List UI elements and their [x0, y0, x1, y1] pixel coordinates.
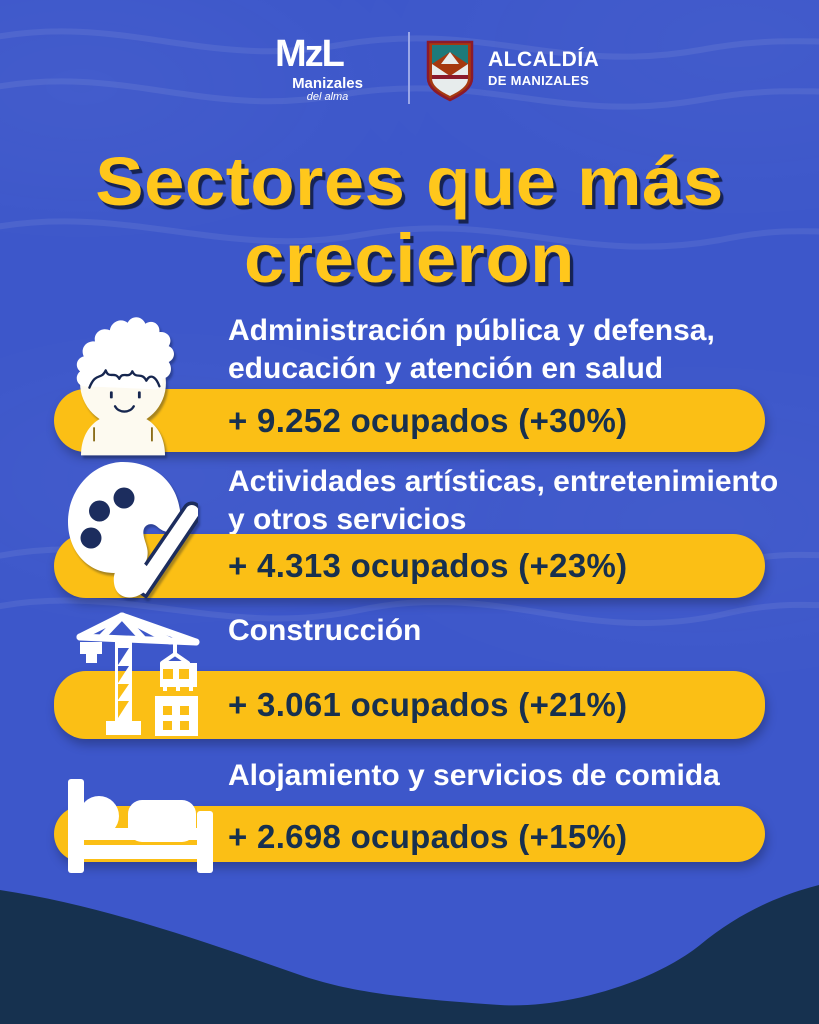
svg-text:MzL: MzL: [275, 34, 345, 74]
